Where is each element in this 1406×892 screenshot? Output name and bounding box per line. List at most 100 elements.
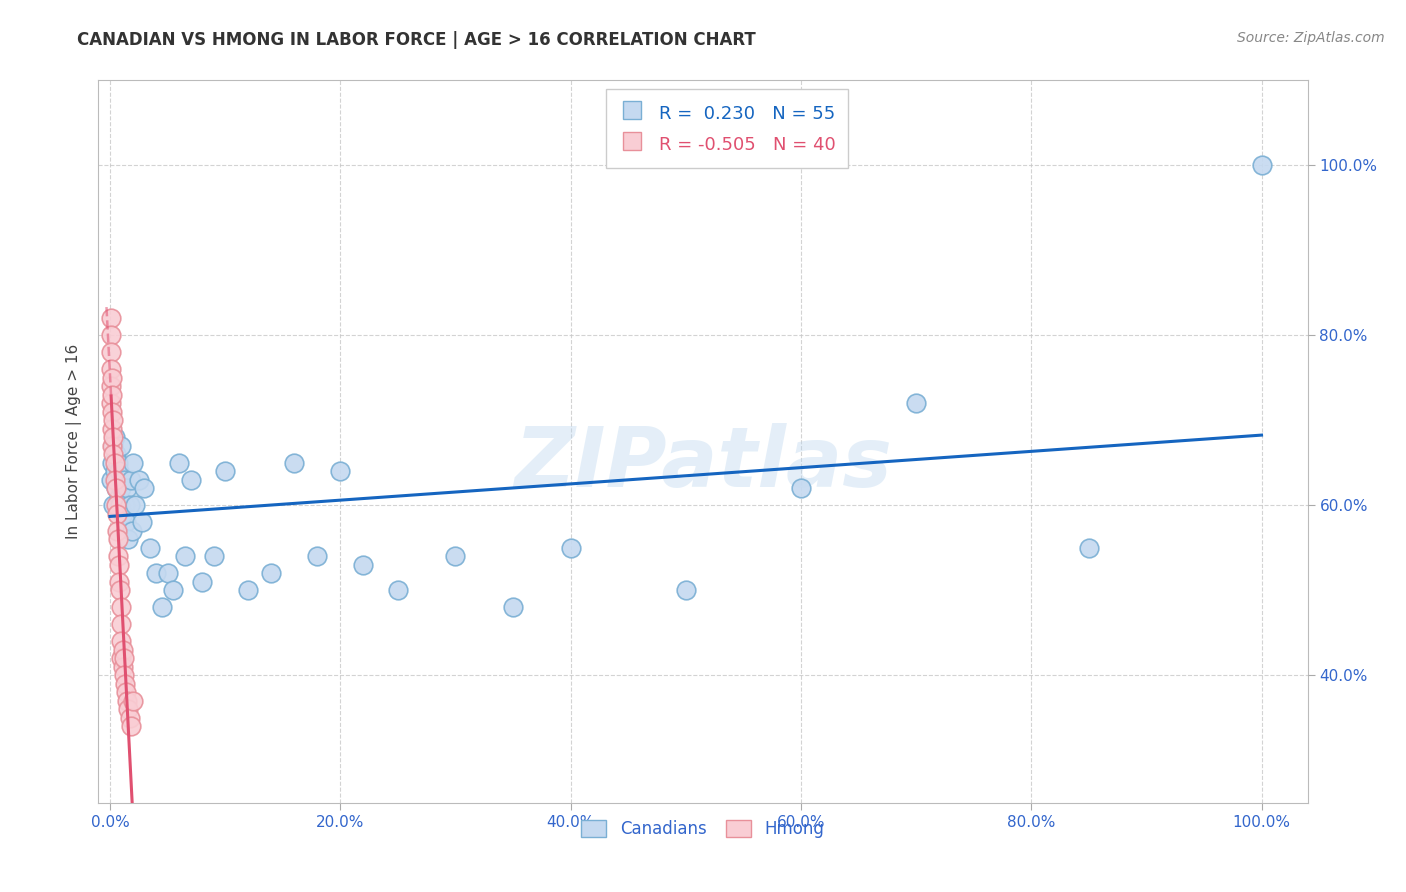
Point (150, 600, 173, 615)
Point (105, 524, 128, 538)
Text: ZIPatlas: ZIPatlas (515, 423, 891, 504)
Point (352, 558, 374, 572)
Point (444, 549, 467, 564)
Point (100, 396, 122, 410)
Point (108, 490, 131, 504)
Point (101, 371, 124, 385)
Point (108, 558, 131, 572)
Point (110, 439, 132, 453)
Point (100, 473, 122, 487)
Point (502, 600, 524, 615)
Point (103, 498, 125, 512)
Point (108, 464, 131, 478)
Point (103, 473, 125, 487)
Point (115, 685, 138, 699)
Point (103, 439, 125, 453)
Point (101, 456, 124, 470)
Point (103, 413, 125, 427)
Point (100, 345, 122, 359)
Point (104, 481, 127, 495)
Point (167, 456, 190, 470)
Point (790, 481, 813, 495)
Point (1077, 541, 1099, 555)
Point (117, 533, 139, 547)
Point (110, 481, 132, 495)
Point (110, 651, 132, 665)
Point (101, 405, 124, 419)
Point (162, 583, 184, 598)
Point (111, 660, 134, 674)
Point (103, 430, 125, 444)
Point (202, 549, 225, 564)
Point (103, 456, 125, 470)
Point (100, 362, 122, 376)
Point (675, 583, 697, 598)
Point (134, 481, 156, 495)
Point (117, 702, 139, 716)
Point (101, 439, 124, 453)
Point (110, 634, 132, 648)
Point (122, 456, 145, 470)
Point (114, 677, 136, 691)
Point (111, 642, 134, 657)
Point (110, 583, 132, 598)
Point (260, 566, 283, 581)
Point (103, 430, 125, 444)
Point (387, 583, 409, 598)
Point (120, 719, 142, 733)
Point (112, 651, 135, 665)
Point (107, 456, 129, 470)
Point (156, 566, 179, 581)
Point (107, 549, 129, 564)
Point (100, 379, 122, 393)
Point (124, 498, 146, 512)
Point (145, 566, 167, 581)
Point (128, 473, 150, 487)
Point (173, 549, 195, 564)
Point (118, 711, 141, 725)
Point (103, 464, 125, 478)
Point (100, 328, 122, 343)
Point (121, 524, 143, 538)
Point (103, 447, 125, 461)
Point (115, 694, 138, 708)
Point (329, 464, 352, 478)
Point (110, 617, 132, 632)
Point (905, 396, 928, 410)
Point (180, 473, 202, 487)
Text: CANADIAN VS HMONG IN LABOR FORCE | AGE > 16 CORRELATION CHART: CANADIAN VS HMONG IN LABOR FORCE | AGE >… (77, 31, 756, 49)
Point (104, 447, 127, 461)
Text: Source: ZipAtlas.com: Source: ZipAtlas.com (1237, 31, 1385, 45)
Point (131, 516, 153, 530)
Point (101, 388, 124, 402)
Point (283, 456, 305, 470)
Point (139, 541, 162, 555)
Point (111, 507, 134, 521)
Point (115, 516, 138, 530)
Point (112, 473, 135, 487)
Point (115, 481, 138, 495)
Point (118, 498, 141, 512)
Point (110, 498, 132, 512)
Point (104, 498, 127, 512)
Y-axis label: In Labor Force | Age > 16: In Labor Force | Age > 16 (66, 344, 83, 539)
Point (191, 574, 214, 589)
Point (122, 694, 145, 708)
Point (101, 422, 124, 436)
Legend: Canadians, Hmong: Canadians, Hmong (575, 814, 831, 845)
Point (110, 600, 132, 615)
Point (104, 481, 127, 495)
Point (108, 574, 131, 589)
Point (107, 533, 129, 547)
Point (100, 311, 122, 326)
Point (236, 583, 259, 598)
Point (120, 473, 142, 487)
Point (114, 498, 136, 512)
Point (307, 549, 329, 564)
Point (560, 541, 582, 555)
Point (105, 507, 128, 521)
Point (112, 668, 135, 682)
Point (105, 473, 128, 487)
Point (1250, 158, 1272, 172)
Point (214, 464, 236, 478)
